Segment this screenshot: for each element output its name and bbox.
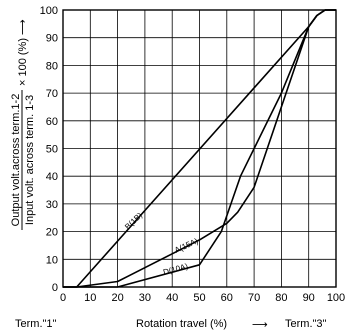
x-tick-label: 70 [248, 292, 260, 304]
x-axis-label: Rotation travel (%) [136, 318, 227, 330]
x-tick-label: 30 [139, 292, 151, 304]
x-tick-label: 90 [303, 292, 315, 304]
y-axis-arrow-icon: ⟶ [17, 19, 29, 35]
term3-label: Term."3" [285, 318, 327, 330]
y-tick-label: 90 [46, 33, 58, 45]
y-tick-label: 50 [46, 144, 58, 156]
y-tick-labels: 0 10 20 30 40 50 60 70 80 90 100 [40, 5, 58, 294]
plot-border [62, 9, 337, 288]
x-tick-label: 100 [327, 292, 345, 304]
term1-label: Term."1" [15, 318, 57, 330]
x-tick-label: 20 [111, 292, 123, 304]
y-tick-label: 70 [46, 88, 58, 100]
y-tick-label: 0 [52, 282, 58, 294]
y-axis-label-numerator: Output volt.across term.1-2 [10, 94, 22, 227]
plot-frame [62, 9, 337, 288]
y-tick-label: 60 [46, 116, 58, 128]
x-axis-arrow-icon: ⟶ [252, 319, 268, 331]
y-axis-label: Output volt.across term.1-2 Input volt. … [10, 19, 36, 230]
x-tick-label: 0 [60, 292, 66, 304]
y-axis-label-multiplier: × 100 (%) [17, 38, 29, 86]
series-label-d: D(10A) [162, 262, 189, 277]
x-tick-label: 40 [166, 292, 178, 304]
x-tick-labels: 0 10 20 30 40 50 60 70 80 90 100 [60, 292, 345, 304]
y-tick-label: 80 [46, 60, 58, 72]
x-tick-label: 50 [193, 292, 205, 304]
y-tick-label: 100 [40, 5, 58, 17]
y-tick-label: 10 [46, 254, 58, 266]
y-tick-label: 30 [46, 199, 58, 211]
x-tick-label: 80 [275, 292, 287, 304]
y-tick-label: 40 [46, 171, 58, 183]
y-tick-label: 20 [46, 227, 58, 239]
y-axis-label-denominator: Input volt. across term. 1-3 [24, 95, 36, 225]
x-tick-label: 60 [221, 292, 233, 304]
x-tick-label: 10 [84, 292, 96, 304]
series-label-a: A(15A) [173, 236, 200, 254]
